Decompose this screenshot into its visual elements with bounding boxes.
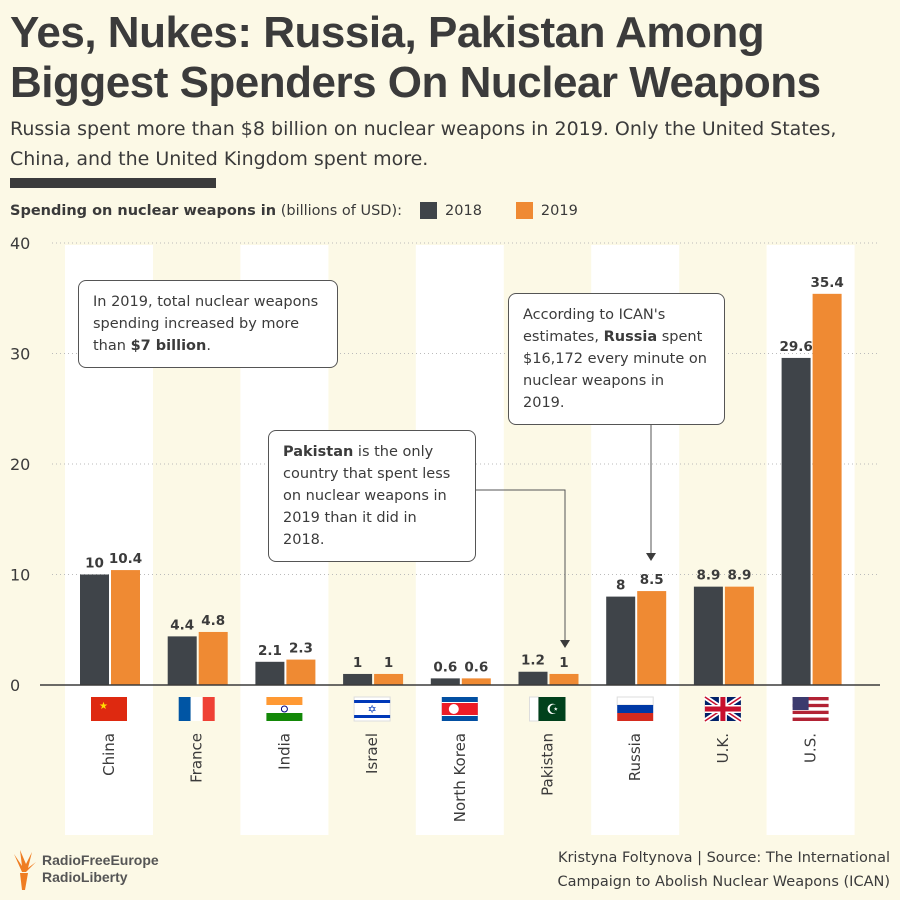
legend-units: (billions of USD): — [280, 202, 403, 219]
bar-2018 — [693, 586, 723, 685]
bar-2019 — [812, 293, 842, 685]
bar-2019 — [286, 659, 316, 685]
y-tick-label: 30 — [10, 345, 30, 364]
flag-us — [792, 697, 809, 710]
category-label: Russia — [626, 733, 644, 781]
arrow-icon — [646, 553, 656, 561]
data-label: 2.3 — [289, 641, 313, 657]
flag-us — [792, 703, 829, 708]
bar-2018 — [781, 357, 811, 685]
data-label: 0.6 — [433, 659, 457, 675]
flag-india — [280, 705, 288, 713]
flag-israel — [354, 715, 391, 718]
data-label: 1 — [384, 655, 393, 671]
data-label: 10 — [85, 556, 104, 572]
flag-pakistan — [538, 697, 566, 721]
flag-us — [792, 700, 829, 704]
y-tick-label: 10 — [10, 566, 30, 585]
category-label: U.K. — [714, 733, 732, 763]
bar-2019 — [198, 631, 228, 685]
flag-pakistan — [529, 696, 539, 722]
data-label: 35.4 — [810, 275, 843, 291]
annotation-pakistan: Pakistan is the only country that spent … — [268, 430, 476, 562]
arrow-icon — [560, 640, 570, 648]
divider — [10, 178, 216, 188]
bar-2019 — [724, 586, 754, 685]
y-tick-label: 40 — [10, 234, 30, 253]
y-tick-label: 20 — [10, 455, 30, 474]
flag-china — [91, 697, 127, 721]
legend-swatch-2018 — [420, 202, 438, 219]
bar-2018 — [167, 636, 197, 685]
category-label: Israel — [363, 733, 381, 774]
flag-us — [792, 707, 829, 711]
flag-france — [178, 697, 191, 721]
category-label: Pakistan — [539, 733, 557, 796]
y-tick-label: 0 — [10, 676, 20, 695]
bar-2018 — [255, 661, 285, 685]
data-label: 8.9 — [727, 568, 751, 584]
star-of-david-icon: ✡ — [367, 703, 376, 716]
chart-title: Yes, Nukes: Russia, Pakistan Among Bigge… — [10, 8, 821, 107]
category-label: India — [275, 733, 293, 770]
flag-india — [266, 697, 303, 705]
bar-2018 — [80, 574, 109, 685]
flag-us — [792, 697, 829, 701]
crescent-icon: ☪ — [546, 702, 559, 718]
category-label: U.S. — [802, 733, 820, 763]
data-label: 2.1 — [258, 643, 282, 659]
flag-us — [792, 717, 829, 721]
flag-north-korea — [448, 704, 459, 714]
bar-2018 — [430, 678, 460, 685]
torch-icon — [14, 850, 36, 890]
flag-france — [202, 697, 215, 721]
flag-israel — [354, 700, 391, 703]
flag-north-korea — [441, 703, 478, 715]
bar-2019 — [461, 678, 491, 685]
bar-2018 — [343, 673, 373, 685]
star-icon: ★ — [99, 701, 108, 712]
data-label: 8.5 — [640, 572, 664, 588]
annotation-total-increase: In 2019, total nuclear weapons spending … — [78, 280, 338, 368]
data-label: 10.4 — [109, 551, 142, 567]
flag-us — [792, 714, 829, 718]
legend-title: Spending on nuclear weapons in — [10, 202, 277, 219]
data-label: 1 — [559, 655, 568, 671]
flag-india — [266, 705, 303, 713]
bar-2019 — [111, 570, 140, 685]
data-label: 4.4 — [170, 617, 194, 633]
bar-2019 — [549, 673, 579, 685]
category-label: North Korea — [451, 733, 469, 822]
bar-2019 — [637, 591, 667, 685]
flag-russia — [617, 705, 654, 713]
annotation-russia: According to ICAN's estimates, Russia sp… — [508, 293, 725, 425]
credit: Kristyna Foltynova | Source: The Interna… — [557, 850, 890, 890]
bar-2019 — [374, 673, 404, 685]
legend-swatch-2019 — [515, 202, 533, 219]
category-label: China — [100, 733, 118, 776]
rferl-logo: RadioFreeEurope RadioLiberty — [10, 846, 159, 892]
category-label: France — [188, 733, 206, 783]
flag-india — [266, 713, 303, 721]
legend-label-2018: 2018 — [445, 202, 482, 219]
legend-label-2019: 2019 — [540, 202, 578, 219]
flag-russia — [616, 696, 654, 706]
data-label: 8.9 — [696, 568, 720, 584]
flag-france — [190, 697, 203, 721]
data-label: 0.6 — [464, 659, 488, 675]
data-label: 8 — [616, 578, 625, 594]
data-label: 4.8 — [201, 613, 225, 629]
bar-2018 — [606, 596, 636, 685]
flag-russia — [617, 713, 654, 721]
connector-pakistan — [476, 489, 566, 640]
data-label: 29.6 — [779, 339, 812, 355]
data-label: 1.2 — [521, 653, 545, 669]
flag-uk — [704, 706, 741, 712]
bar-2018 — [518, 671, 548, 685]
legend: Spending on nuclear weapons in (billions… — [10, 202, 578, 219]
chart-subtitle: Russia spent more than $8 billion on nuc… — [10, 118, 837, 170]
data-label: 1 — [353, 655, 362, 671]
flag-us — [792, 710, 829, 715]
